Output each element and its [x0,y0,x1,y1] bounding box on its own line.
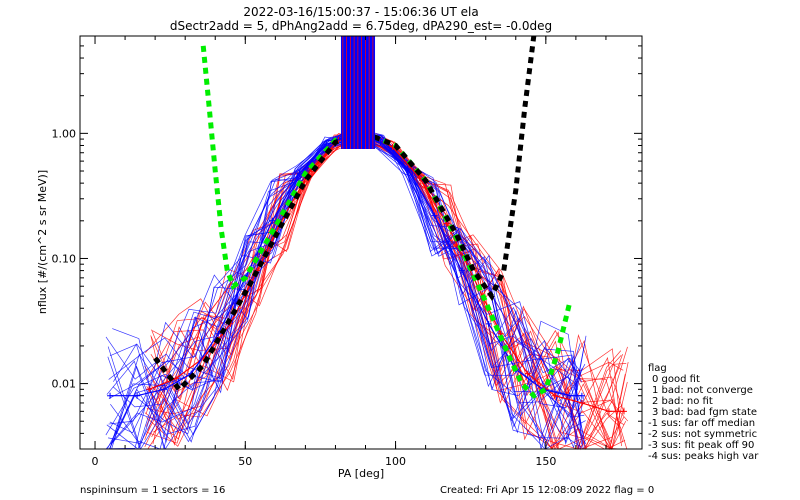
data-point-marker [134,392,141,399]
data-trace-line [152,140,625,450]
chart-title: 2022-03-16/15:00:37 - 15:06:36 UT ela [243,5,478,19]
legend-item: 3 bad: bad fgm state [652,407,757,418]
data-point-marker [566,392,573,399]
data-trace-line [151,133,625,450]
data-trace-line [148,138,623,450]
flag-legend: flag 0 good fit 1 bad: not converge 2 ba… [648,363,759,462]
data-point-marker [620,408,627,415]
x-tick-label: 50 [238,455,252,468]
data-point-marker [215,330,222,337]
x-tick-label: 100 [385,455,406,468]
footer-right: Created: Fri Apr 15 12:08:09 2022 flag =… [440,485,654,496]
data-trace-line [107,138,585,450]
chart-subtitle: dSectr2add = 5, dPhAng2add = 6.75deg, dP… [170,19,552,33]
data-point-marker [458,267,465,274]
data-point-marker [269,217,276,224]
data-trace-line [107,132,585,449]
data-point-marker [377,139,384,146]
spike-layer [340,36,376,149]
legend-item: -4 sus: peaks high var [648,451,759,462]
data-point-marker [107,392,114,399]
data-trace-line [110,129,582,450]
data-trace-line [145,139,623,447]
data-trace-line [150,132,628,450]
legend-item: -3 sus: fit peak off 90 [648,440,754,451]
data-point-marker [416,174,423,181]
axis-layer: 0 50 100 150 0.01 0.10 1.00 [52,35,642,468]
data-point-marker [485,320,492,327]
data-point-marker [173,375,180,382]
data-point-marker [404,165,411,172]
data-point-marker [323,141,330,148]
footer-left: nspininsum = 1 sectors = 16 [80,485,225,496]
data-point-marker [146,386,153,393]
data-point-marker [578,399,585,406]
data-trace-line [152,133,620,450]
legend-item: -1 sus: far off median [648,418,755,429]
legend-item: 2 bad: no fit [652,396,713,407]
y-tick-label: 0.10 [52,252,77,265]
fit-curve-line [153,35,537,394]
y-tick-label: 1.00 [52,127,77,140]
data-trace-line [150,132,625,450]
data-point-marker [431,212,438,219]
fit-curve-line [200,45,573,399]
data-point-marker [605,408,612,415]
plot-frame [79,35,643,450]
legend-item: -2 sus: not symmetric [648,429,757,440]
data-trace-line [147,133,624,444]
data-point-marker [551,392,558,399]
data-trace-line [109,126,586,448]
data-trace-line [144,138,628,448]
data-trace-line [108,132,587,444]
legend-item: 1 bad: not converge [652,385,753,396]
data-point-marker [524,370,531,377]
data-trace-line [111,135,583,444]
y-tick-label: 0.01 [52,378,77,391]
data-trace-line [113,136,582,450]
x-tick-label: 150 [535,455,556,468]
x-tick-label: 0 [92,455,99,468]
legend-title: flag [648,363,667,374]
data-point-marker [296,170,303,177]
data-trace-line [108,129,584,450]
data-point-marker [161,386,168,393]
data-trace-line [109,126,585,450]
data-trace-line [112,134,579,450]
y-axis-label: nflux [#/(cm^2 s sr MeV)] [36,170,49,314]
x-axis-label: PA [deg] [338,467,384,480]
data-trace-line [107,137,586,450]
data-point-marker [578,392,585,399]
legend-item: 0 good fit [652,374,700,385]
